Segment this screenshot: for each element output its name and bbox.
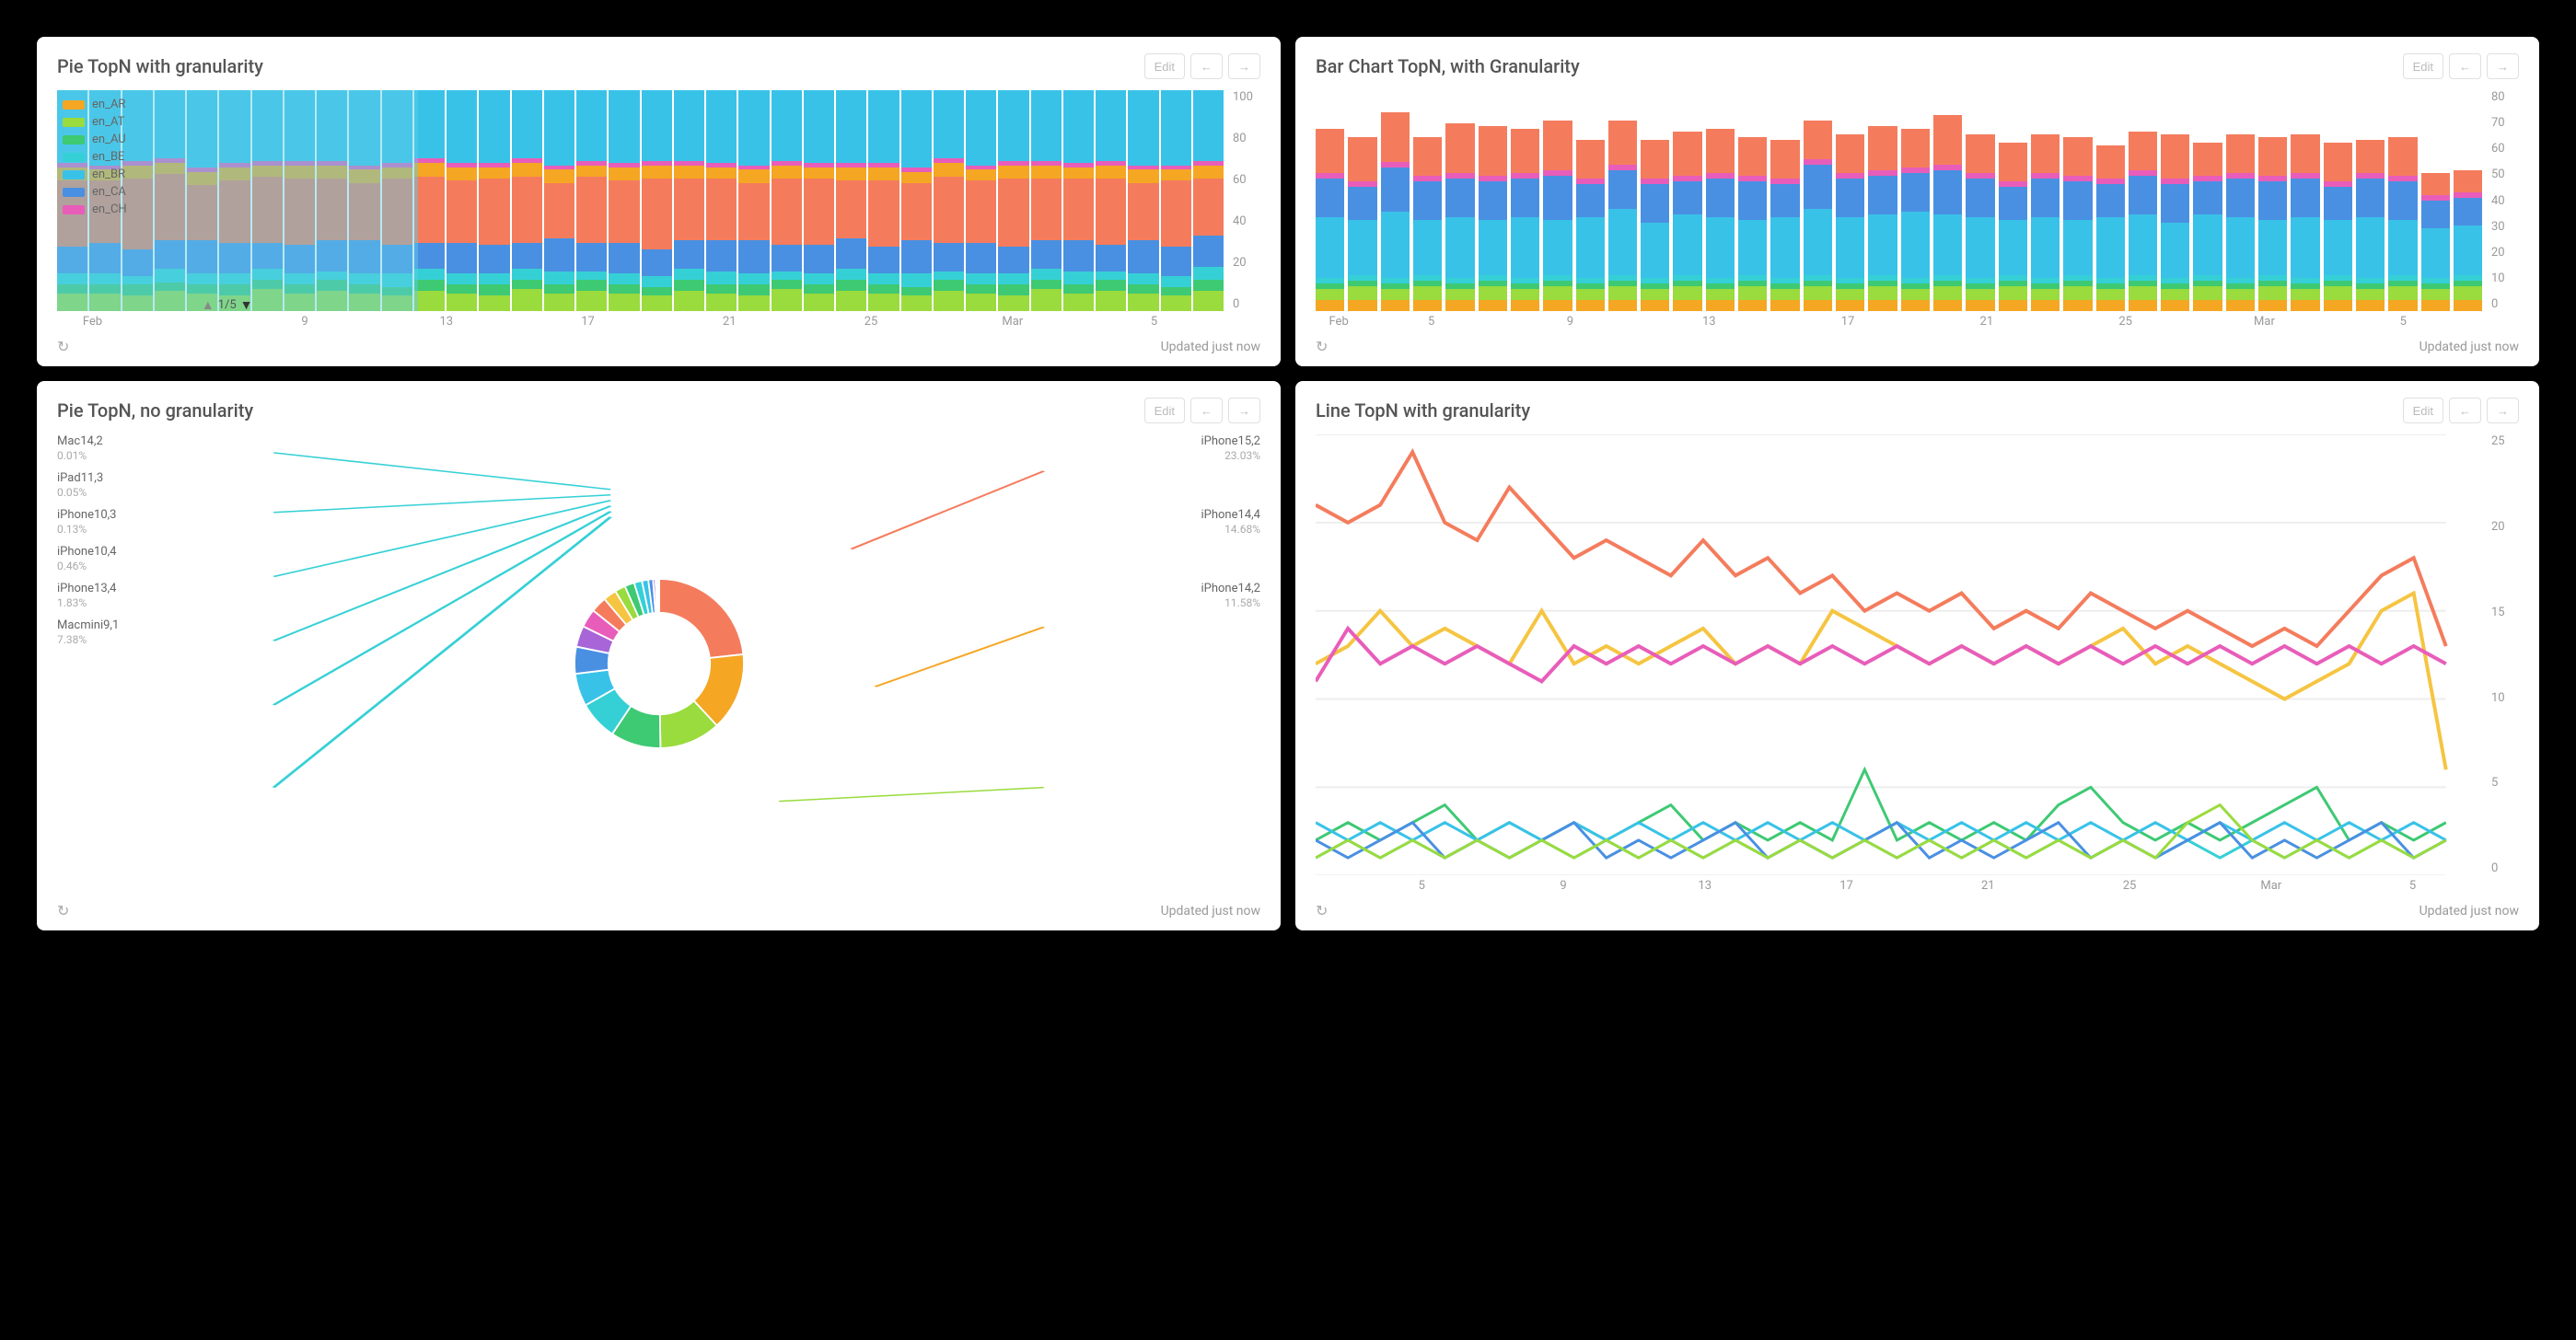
next-button[interactable]: → bbox=[2487, 53, 2519, 79]
line-chart bbox=[1316, 434, 2519, 875]
donut-label: iPhone10,30.13% bbox=[57, 508, 117, 536]
donut-labels-right: iPhone15,223.03% iPhone14,414.68% iPhone14… bbox=[852, 434, 1260, 618]
y-axis: 100806040200 bbox=[1227, 90, 1260, 311]
donut-label: iPad11,30.05% bbox=[57, 471, 103, 499]
donut-label: iPhone14,211.58% bbox=[1201, 582, 1261, 609]
prev-button[interactable]: ← bbox=[2449, 53, 2481, 79]
pager[interactable]: ▲ 1/5 ▼ bbox=[202, 297, 253, 313]
y-axis: 80706050403020100 bbox=[2486, 90, 2519, 311]
donut-label: iPhone15,223.03% bbox=[1201, 434, 1261, 462]
edit-button[interactable]: Edit bbox=[2403, 398, 2443, 423]
legend-item[interactable]: en_BE bbox=[63, 148, 127, 166]
legend-item[interactable]: en_AU bbox=[63, 131, 127, 148]
donut-label: iPhone10,40.46% bbox=[57, 545, 117, 572]
donut-labels-left: Mac14,20.01% iPad11,30.05% iPhone10,30.13%… bbox=[57, 434, 466, 655]
legend-item[interactable]: en_AR bbox=[63, 96, 127, 113]
edit-button[interactable]: Edit bbox=[2403, 53, 2443, 79]
donut-chart bbox=[553, 558, 765, 769]
next-button[interactable]: → bbox=[1228, 398, 1260, 423]
updated-text: Updated just now bbox=[2419, 904, 2519, 918]
legend: en_ARen_ATen_AUen_BEen_BRen_CAen_CH bbox=[63, 96, 127, 218]
chart-area: Mac14,20.01% iPad11,30.05% iPhone10,30.13%… bbox=[57, 434, 1260, 893]
chart-area: 2520151050 bbox=[1316, 434, 2519, 875]
updated-text: Updated just now bbox=[2419, 340, 2519, 354]
prev-button[interactable]: ← bbox=[2449, 398, 2481, 423]
updated-text: Updated just now bbox=[1161, 904, 1260, 918]
panel-title: Pie TopN, no granularity bbox=[57, 399, 253, 422]
panel-title: Bar Chart TopN, with Granularity bbox=[1316, 55, 1580, 77]
legend-item[interactable]: en_CA bbox=[63, 183, 127, 201]
panel-actions: Edit ← → bbox=[1144, 53, 1260, 79]
donut-label: Mac14,20.01% bbox=[57, 434, 103, 462]
updated-text: Updated just now bbox=[1161, 340, 1260, 354]
panel-line-topn-granularity: Line TopN with granularity Edit ← → 2520… bbox=[1295, 381, 2539, 930]
next-button[interactable]: → bbox=[2487, 398, 2519, 423]
refresh-icon[interactable]: ↻ bbox=[1316, 338, 1328, 355]
donut-label: iPhone14,414.68% bbox=[1201, 508, 1261, 536]
panel-title: Pie TopN with granularity bbox=[57, 55, 263, 77]
chart-area: 80706050403020100 bbox=[1316, 90, 2519, 311]
panel-actions: Edit ← → bbox=[2403, 398, 2519, 423]
panel-pie-topn-granularity: Pie TopN with granularity Edit ← → en_AR… bbox=[37, 37, 1281, 366]
legend-item[interactable]: en_CH bbox=[63, 201, 127, 218]
legend-item[interactable]: en_BR bbox=[63, 166, 127, 183]
legend-item[interactable]: en_AT bbox=[63, 113, 127, 131]
x-axis: 5913172125Mar5 bbox=[1316, 875, 2519, 893]
panel-title: Line TopN with granularity bbox=[1316, 399, 1530, 422]
prev-button[interactable]: ← bbox=[1190, 53, 1223, 79]
donut-label: iPhone13,41.83% bbox=[57, 582, 117, 609]
panel-actions: Edit ← → bbox=[1144, 398, 1260, 423]
pager-prev-icon[interactable]: ▲ bbox=[202, 297, 215, 313]
edit-button[interactable]: Edit bbox=[1144, 398, 1185, 423]
pager-next-icon[interactable]: ▼ bbox=[240, 297, 253, 313]
refresh-icon[interactable]: ↻ bbox=[57, 338, 69, 355]
refresh-icon[interactable]: ↻ bbox=[57, 902, 69, 919]
next-button[interactable]: → bbox=[1228, 53, 1260, 79]
chart-area: en_ARen_ATen_AUen_BEen_BRen_CAen_CH 1008… bbox=[57, 90, 1260, 311]
refresh-icon[interactable]: ↻ bbox=[1316, 902, 1328, 919]
y-axis: 2520151050 bbox=[2486, 434, 2519, 875]
panel-pie-topn-no-granularity: Pie TopN, no granularity Edit ← → Mac14,… bbox=[37, 381, 1281, 930]
x-axis: Feb5913172125Mar5 bbox=[1316, 311, 2519, 329]
panel-bar-chart-topn: Bar Chart TopN, with Granularity Edit ← … bbox=[1295, 37, 2539, 366]
edit-button[interactable]: Edit bbox=[1144, 53, 1185, 79]
prev-button[interactable]: ← bbox=[1190, 398, 1223, 423]
x-axis: Feb913172125Mar5 bbox=[57, 311, 1260, 329]
panel-actions: Edit ← → bbox=[2403, 53, 2519, 79]
donut-label: Macmini9,17.38% bbox=[57, 618, 119, 646]
